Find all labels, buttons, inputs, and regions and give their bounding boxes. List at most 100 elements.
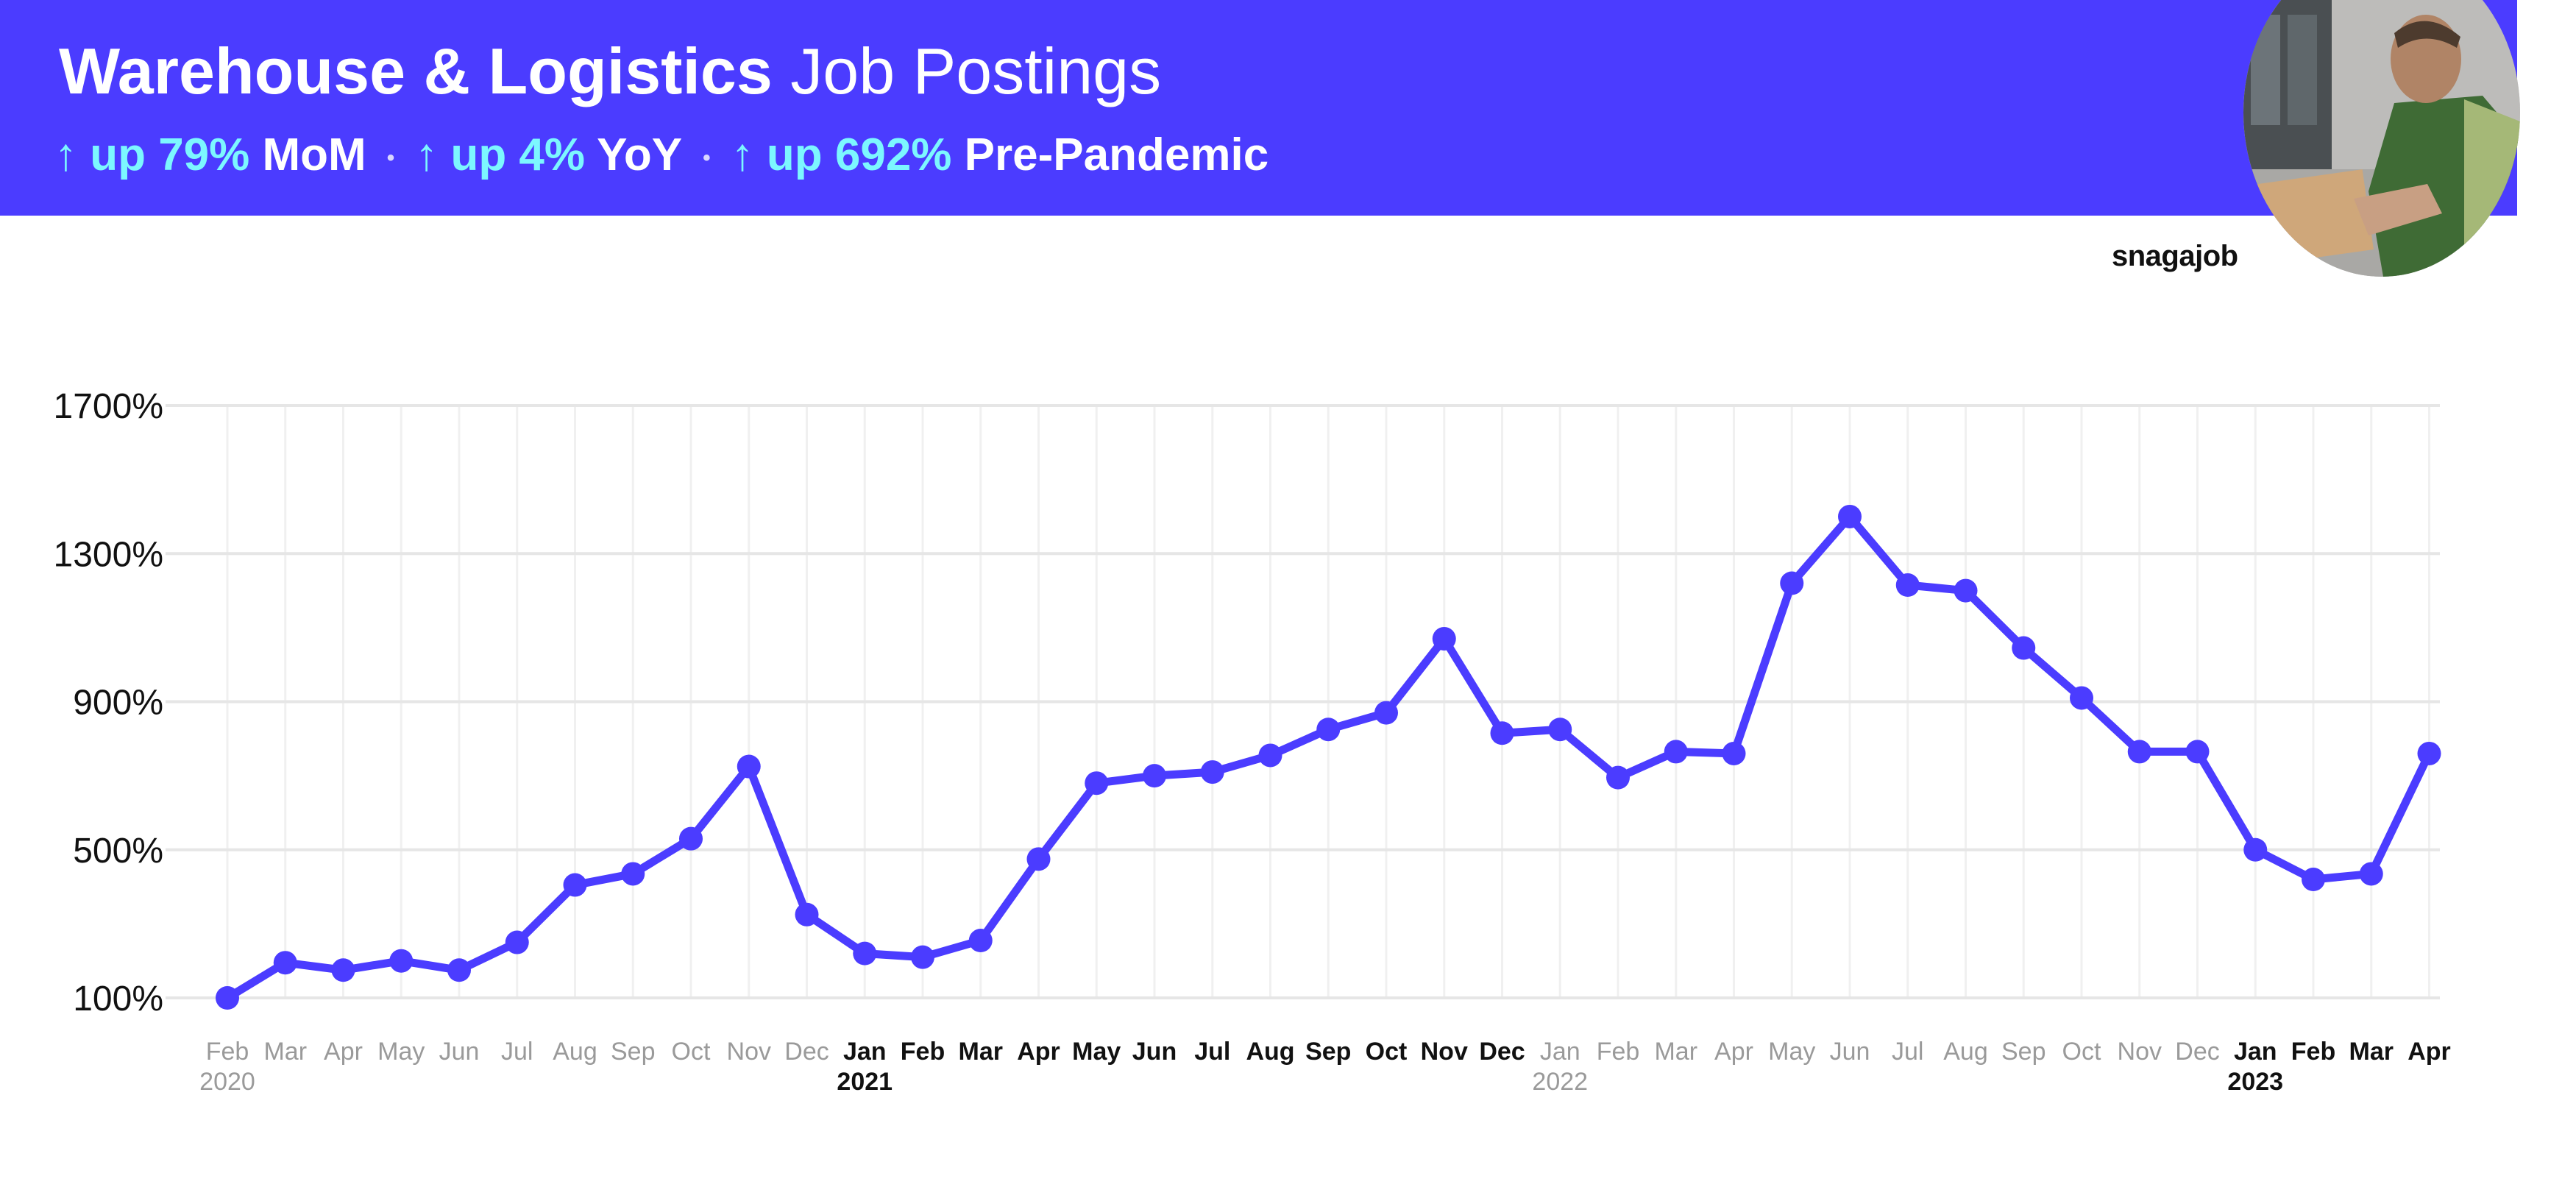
title-light: Job Postings <box>790 35 1162 107</box>
header-banner: Warehouse & Logistics Job Postings ↑ up … <box>0 0 2517 216</box>
x-tick-label: Mar <box>959 1038 1003 1066</box>
data-point <box>737 754 761 779</box>
data-point <box>1316 718 1341 742</box>
data-point <box>563 873 587 897</box>
y-tick-label: 900% <box>73 684 163 723</box>
x-tick-label: Jul <box>501 1038 533 1066</box>
data-point <box>2012 636 2036 660</box>
data-point <box>2417 741 2441 765</box>
stat-mom: ↑ up 79% MoM <box>54 122 366 188</box>
x-tick-label: Aug <box>553 1038 597 1066</box>
data-point <box>1780 571 1804 595</box>
x-tick-label: Jan <box>2234 1038 2277 1066</box>
data-point <box>1606 765 1630 790</box>
x-tick-label: Jan <box>1540 1038 1580 1066</box>
data-point <box>2243 837 2268 862</box>
stat-prepandemic: ↑ up 692% Pre-Pandemic <box>731 122 1269 188</box>
data-point <box>1838 504 1862 528</box>
title-bold: Warehouse & Logistics <box>59 35 773 107</box>
x-tick-label: Dec <box>2175 1038 2219 1066</box>
x-tick-label: Jun <box>439 1038 480 1066</box>
x-tick-label: Apr <box>1017 1038 1060 1066</box>
x-tick-label: Feb <box>2291 1038 2335 1066</box>
x-tick-label: Jun <box>1132 1038 1177 1066</box>
separator-dot: • <box>386 145 395 170</box>
x-tick-label: Aug <box>1246 1038 1294 1066</box>
x-tick-label: Oct <box>672 1038 711 1066</box>
data-point <box>447 958 471 982</box>
x-year-label: 2021 <box>837 1068 893 1096</box>
page-title: Warehouse & Logistics Job Postings <box>59 31 1161 112</box>
data-point <box>2359 862 2383 886</box>
x-tick-label: Jun <box>1830 1038 1870 1066</box>
x-tick-label: Sep <box>1305 1038 1351 1066</box>
data-point <box>1085 771 1109 796</box>
x-tick-label: Feb <box>206 1038 249 1066</box>
x-tick-label: Feb <box>901 1038 945 1066</box>
y-tick-label: 100% <box>73 979 163 1018</box>
x-tick-label: Nov <box>2118 1038 2162 1066</box>
data-point <box>2185 740 2210 764</box>
data-point <box>795 902 819 927</box>
data-point <box>1548 718 1572 742</box>
x-tick-label: Nov <box>1421 1038 1468 1066</box>
x-tick-label: May <box>1072 1038 1121 1066</box>
x-tick-label: Jan <box>843 1038 887 1066</box>
data-point <box>1954 578 1978 603</box>
data-point <box>679 826 703 851</box>
data-point <box>1722 741 1746 765</box>
x-year-label: 2022 <box>1532 1068 1588 1096</box>
data-point <box>1374 701 1398 725</box>
separator-dot: • <box>703 145 711 170</box>
x-tick-label: Jul <box>1892 1038 1923 1066</box>
data-point <box>1143 764 1166 788</box>
data-point <box>1664 740 1688 764</box>
stat-mom-label: MoM <box>262 130 366 180</box>
data-point <box>2127 740 2151 764</box>
stat-yoy: ↑ up 4% YoY <box>415 122 682 188</box>
data-point <box>1258 743 1282 768</box>
x-tick-label: Apr <box>1714 1038 1753 1066</box>
x-tick-label: Sep <box>611 1038 656 1066</box>
data-point <box>621 862 645 886</box>
data-point <box>911 945 934 969</box>
data-point <box>1200 760 1224 784</box>
stats-row: ↑ up 79% MoM • ↑ up 4% YoY • ↑ up 692% Pre-P… <box>54 122 1269 191</box>
data-point <box>273 951 297 975</box>
worker-photo <box>2243 0 2520 277</box>
arrow-up-icon: ↑ <box>731 130 754 180</box>
x-tick-label: Mar <box>2349 1038 2394 1066</box>
data-point <box>968 929 993 953</box>
x-tick-label: May <box>377 1038 425 1066</box>
y-tick-label: 1700% <box>54 387 163 426</box>
stat-mom-value: up 79% <box>90 130 250 180</box>
arrow-up-icon: ↑ <box>415 130 439 180</box>
data-point <box>1490 721 1514 745</box>
x-tick-label: Dec <box>1479 1038 1525 1066</box>
x-tick-label: Sep <box>2001 1038 2046 1066</box>
data-point <box>505 930 529 954</box>
x-tick-label: Apr <box>324 1038 363 1066</box>
x-tick-label: Nov <box>727 1038 771 1066</box>
x-year-label: 2020 <box>199 1068 255 1096</box>
data-point <box>853 941 877 966</box>
x-tick-label: Feb <box>1597 1038 1640 1066</box>
data-point <box>216 986 239 1010</box>
worker-photo-image <box>2243 0 2520 277</box>
x-tick-label: Mar <box>263 1038 307 1066</box>
x-tick-label: Jul <box>1194 1038 1230 1066</box>
x-year-label: 2023 <box>2227 1068 2283 1096</box>
data-point <box>1026 847 1051 871</box>
x-tick-label: Oct <box>2062 1038 2101 1066</box>
y-tick-label: 500% <box>73 832 163 871</box>
data-point <box>1432 626 1456 651</box>
data-point <box>2070 686 2093 710</box>
x-tick-label: Dec <box>784 1038 828 1066</box>
stat-yoy-value: up 4% <box>450 130 586 180</box>
stat-yoy-label: YoY <box>597 130 683 180</box>
x-tick-label: Oct <box>1366 1038 1408 1066</box>
arrow-up-icon: ↑ <box>54 130 77 180</box>
data-point <box>389 949 414 973</box>
y-tick-label: 1300% <box>54 535 163 574</box>
